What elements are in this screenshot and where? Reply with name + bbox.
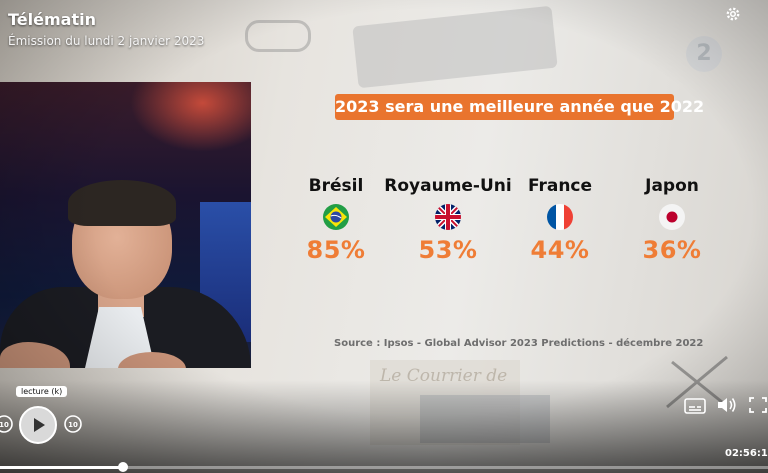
country-france: France 44% [485,176,635,264]
rewind-10-icon[interactable]: 10 [0,414,14,434]
svg-text:10: 10 [68,421,78,429]
source-caption: Source : Ipsos - Global Advisor 2023 Pre… [334,338,704,349]
subtitles-icon[interactable] [684,398,706,414]
play-button[interactable] [19,406,57,444]
percent-value: 44% [530,236,590,264]
brazil-flag-icon [323,204,349,230]
percent-value: 85% [306,236,366,264]
svg-text:10: 10 [0,421,9,429]
play-tooltip: lecture (k) [16,386,68,397]
presenter-video [0,82,251,368]
program-title: Télématin [8,10,96,29]
fullscreen-icon[interactable] [748,396,768,414]
studio-light [130,82,251,152]
country-name: Japon [645,176,699,196]
progress-bar[interactable] [0,462,768,472]
infographic-headline: 2023 sera une meilleure année que 2022 [335,94,704,120]
episode-date: Émission du lundi 2 janvier 2023 [8,34,205,48]
timecode: 02:56:10 [725,448,768,459]
forward-10-icon[interactable]: 10 [63,414,83,434]
progress-handle[interactable] [117,462,128,472]
france-flag-icon [547,204,573,230]
percent-value: 36% [642,236,702,264]
percent-value: 53% [418,236,478,264]
country-name: Brésil [308,176,364,196]
settings-gear-icon[interactable] [724,5,742,23]
controls-overlay [0,380,768,473]
background-key [245,20,311,52]
play-icon [34,418,45,432]
country-name: France [527,176,593,196]
presenter-right-hand [118,352,186,368]
country-brazil: Brésil 85% [261,176,411,264]
country-japan: Japon 36% [597,176,747,264]
country-name: Royaume-Uni [384,176,512,196]
presenter-hair [68,180,176,226]
background-tablet [352,5,558,89]
channel-watermark: 2 [686,36,722,72]
uk-flag-icon [435,204,461,230]
progress-fill [0,466,123,469]
volume-icon[interactable] [716,396,738,414]
country-uk: Royaume-Uni 53% [373,176,523,264]
japan-flag-icon [659,204,685,230]
